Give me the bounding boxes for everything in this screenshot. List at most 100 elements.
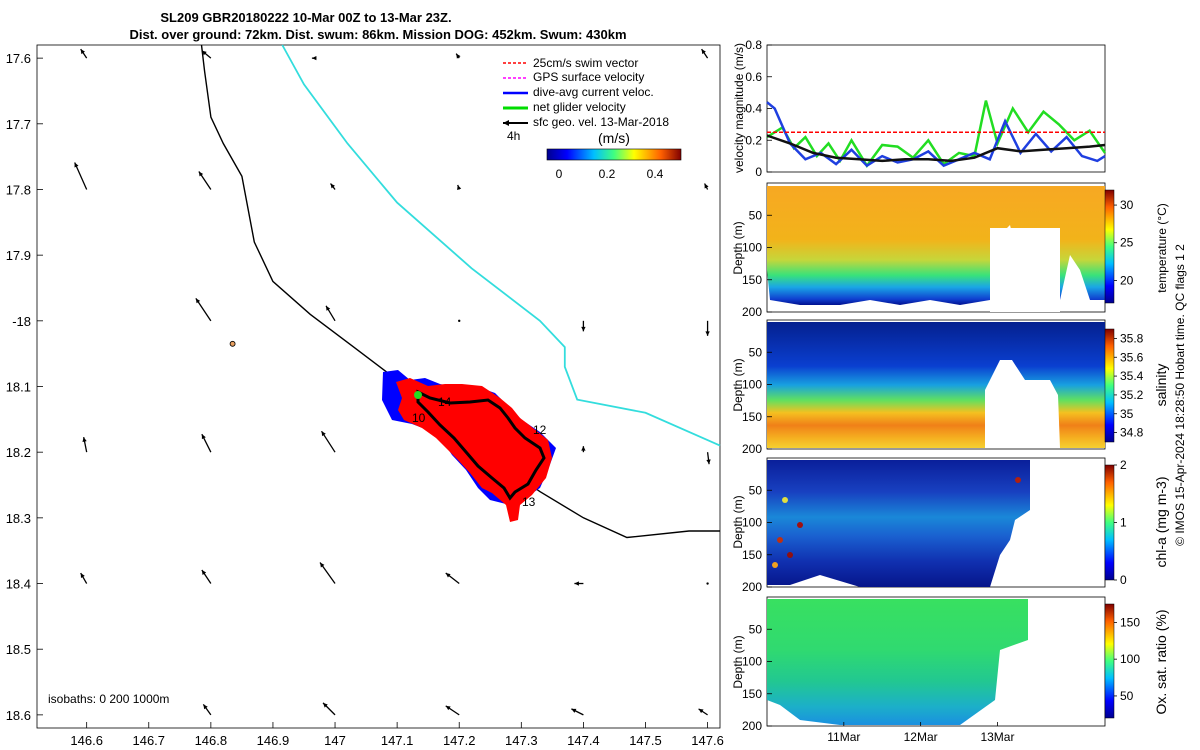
map-title-line-2: Dist. over ground: 72km. Dist. swum: 86k… <box>129 27 626 42</box>
glider-track <box>382 370 556 522</box>
sfc-vector-head <box>326 305 331 311</box>
depth-tick-label: 200 <box>742 305 762 319</box>
temperature-clabel: temperature (°C) <box>1155 203 1169 293</box>
depth-tick-label: 100 <box>742 655 762 669</box>
day-label-10: 10 <box>412 411 426 425</box>
oxygen-panel: Ox. sat. ratio (%) Depth (m) <box>731 596 1169 727</box>
map-ytick-label: 17.6 <box>6 51 31 66</box>
footer-credit: © IMOS 15-Apr-2024 18:28:50 Hobart time.… <box>1173 244 1187 546</box>
temperature-ylabel: Depth (m) <box>731 221 745 274</box>
map-xtick-label: 146.8 <box>195 733 228 748</box>
sfc-vector-head <box>323 702 328 708</box>
map-vectors <box>74 48 711 716</box>
colorbar-tick-label: 34.8 <box>1120 426 1144 440</box>
velocity-ytick-label: 0.6 <box>745 70 762 84</box>
sfc-vector-dot <box>706 582 709 585</box>
salinity-ylabel: Depth (m) <box>731 358 745 411</box>
map-xtick-label: 147.2 <box>443 733 476 748</box>
panel-ticks: 501001502002025305010015020034.83535.235… <box>742 198 1144 744</box>
colorbar <box>546 148 682 161</box>
velocity-ytick-label: 0.4 <box>745 102 762 116</box>
sfc-vector-head <box>320 562 325 568</box>
map-ytick-label: 18.3 <box>6 511 31 526</box>
sfc-vector-head <box>311 55 317 61</box>
colorbar-tick-label: 2 <box>1120 458 1127 472</box>
map-legend: 25cm/s swim vector GPS surface velocity … <box>503 56 682 181</box>
colorbar-tick-label: 25 <box>1120 236 1134 250</box>
depth-tick-label: 50 <box>749 622 763 636</box>
map-ytick-label: 18.2 <box>6 445 31 460</box>
oxygen-field <box>767 599 1028 725</box>
velocity-panel: 0 0.2 0.4 0.6 0.8 velocity magnitude (m/s) <box>732 38 1107 179</box>
map-axes-frame <box>36 44 721 729</box>
colorbar-label: (m/s) <box>598 130 630 146</box>
isobath-200m <box>281 44 721 447</box>
colorbar-tick-label: 35 <box>1120 407 1134 421</box>
sfc-vector-head <box>445 705 451 711</box>
colorbar-tick-label: 35.8 <box>1120 331 1144 345</box>
chla-dot <box>777 537 783 543</box>
sfc-vector <box>195 297 212 322</box>
colorbar-tick-label: 30 <box>1120 198 1134 212</box>
sfc-vector-head <box>457 184 462 190</box>
sfc-vector-head <box>704 183 709 189</box>
glider-start-marker <box>414 391 422 399</box>
chla-dot <box>772 562 778 568</box>
map-ytick-label: -18 <box>12 314 31 329</box>
map-xtick-label: 147.5 <box>629 733 662 748</box>
time-tick-label: 12Mar <box>904 730 938 744</box>
map-ytick-label: 18.4 <box>6 577 31 592</box>
legend-label-gps: GPS surface velocity <box>533 70 644 84</box>
map-lines <box>200 44 721 539</box>
sfc-vector-head <box>445 573 451 578</box>
temperature-panel: temperature (°C) Depth (m) <box>731 182 1169 313</box>
depth-tick-label: 50 <box>749 483 763 497</box>
legend-label-dive-avg: dive-avg current veloc. <box>533 85 654 99</box>
colorbar-tick-label: 35.6 <box>1120 350 1144 364</box>
chla-dot <box>782 497 788 503</box>
colorbar-tick-label: 20 <box>1120 273 1134 287</box>
reef-point-marker <box>229 340 236 347</box>
map-ytick-label: 18.5 <box>6 642 31 657</box>
oxygen-clabel: Ox. sat. ratio (%) <box>1153 609 1169 714</box>
map-ytick-label: 17.8 <box>6 182 31 197</box>
colorbar-tick-label: 1 <box>1120 516 1127 530</box>
sfc-vector-head <box>201 434 206 440</box>
salinity-panel: salinity Depth (m) <box>731 319 1169 450</box>
chla-colorbar <box>1104 464 1115 581</box>
map-ticks: 146.6 146.7 146.8 146.9 147 147.1 147.2 147.3 14… <box>6 51 724 748</box>
sfc-vector-head <box>456 53 461 59</box>
sfc-vector-head <box>701 49 706 55</box>
map-xtick-label: 146.9 <box>257 733 290 748</box>
sfc-vector-head <box>698 708 704 714</box>
depth-tick-label: 150 <box>742 687 762 701</box>
depth-tick-label: 200 <box>742 580 762 594</box>
sfc-vector-head <box>321 431 326 437</box>
section-panels: temperature (°C) Depth (m) salinity Dept… <box>731 182 1169 744</box>
map-xtick-label: 146.7 <box>132 733 165 748</box>
legend-arrowhead-sfc <box>503 120 509 126</box>
colorbar-tick-2: 0.4 <box>647 167 664 181</box>
velocity-ytick-label: 0.2 <box>745 133 762 147</box>
sfc-vector-head <box>201 570 207 575</box>
chla-dot <box>787 552 793 558</box>
oxygen-colorbar <box>1104 603 1115 719</box>
depth-tick-label: 150 <box>742 273 762 287</box>
depth-tick-label: 100 <box>742 516 762 530</box>
sfc-vector-head <box>581 326 586 332</box>
sfc-vector-head <box>82 437 87 443</box>
sfc-vector-head <box>195 298 201 304</box>
velocity-lines <box>766 100 1107 168</box>
sfc-vector-head <box>201 50 207 56</box>
sfc-vector-head <box>74 162 79 168</box>
map-xtick-label: 147.3 <box>505 733 538 748</box>
depth-tick-label: 200 <box>742 719 762 733</box>
sfc-vector-head <box>203 704 208 710</box>
legend-interval: 4h <box>507 129 520 143</box>
colorbar-tick-label: 35.2 <box>1120 388 1144 402</box>
coastline <box>200 44 720 539</box>
isobaths-label: isobaths: 0 200 1000m <box>48 692 169 706</box>
map-ytick-label: 18.1 <box>6 380 31 395</box>
time-tick-label: 11Mar <box>827 730 860 744</box>
colorbar-tick-label: 50 <box>1120 689 1134 703</box>
